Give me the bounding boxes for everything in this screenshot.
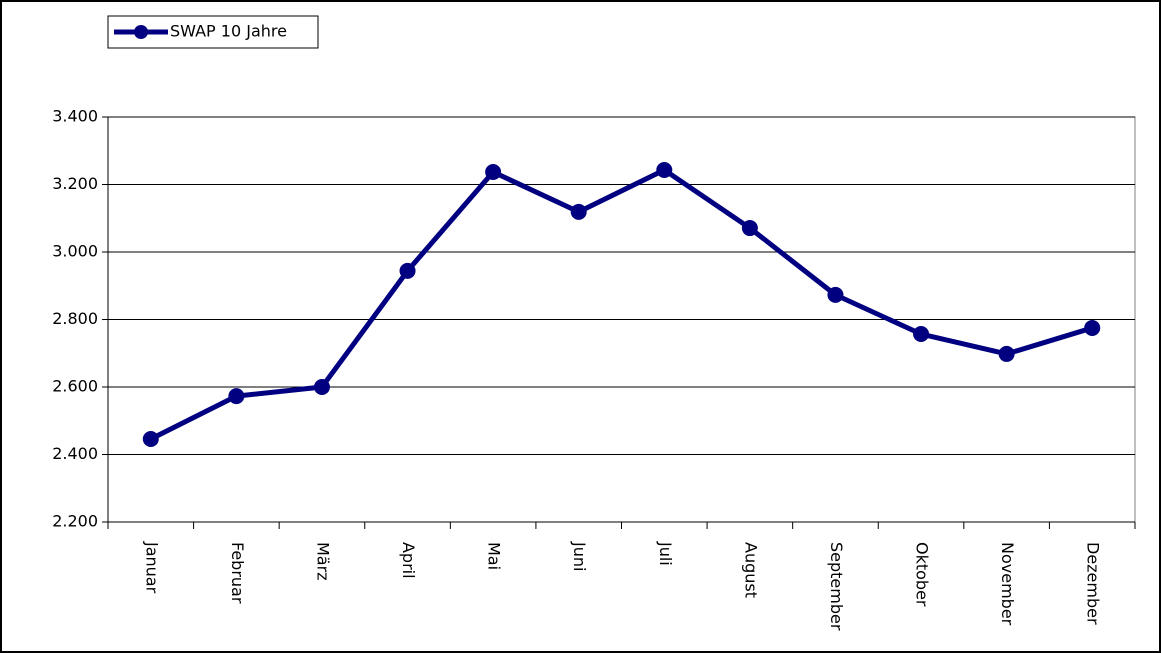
x-tick-label: April <box>399 542 418 579</box>
point <box>741 220 758 237</box>
legend-marker <box>134 25 148 39</box>
point <box>656 161 673 178</box>
point <box>313 379 330 395</box>
x-tick-label: Februar <box>228 542 247 604</box>
point <box>1084 319 1101 336</box>
y-tick-label: 2.200 <box>52 512 98 531</box>
y-tick-label: 2.400 <box>52 444 98 463</box>
series-line <box>149 167 1093 442</box>
x-tick-label: November <box>998 542 1017 626</box>
x-tick-label: August <box>741 542 760 598</box>
x-tick-label: März <box>313 542 332 581</box>
point <box>399 262 416 279</box>
point <box>827 286 844 303</box>
y-tick-label: 3.400 <box>52 107 98 126</box>
point <box>913 326 930 343</box>
y-tick-label: 3.000 <box>52 242 98 261</box>
legend-label: SWAP 10 Jahre <box>170 22 287 41</box>
x-tick-label: Januar <box>142 541 161 594</box>
y-tick-label: 2.800 <box>52 309 98 328</box>
y-tick-label: 3.200 <box>52 174 98 193</box>
x-tick-label: Juni <box>570 541 589 571</box>
x-tick-label: Dezember <box>1084 542 1103 625</box>
x-tick-label: September <box>827 542 846 631</box>
y-tick-label: 2.600 <box>52 377 98 396</box>
point <box>570 203 587 220</box>
x-tick-label: Juli <box>656 541 675 566</box>
point <box>228 388 245 405</box>
point <box>142 430 159 447</box>
point <box>485 164 502 181</box>
point <box>998 345 1015 362</box>
x-tick-label: Mai <box>485 542 504 570</box>
x-tick-label: Oktober <box>913 542 932 607</box>
